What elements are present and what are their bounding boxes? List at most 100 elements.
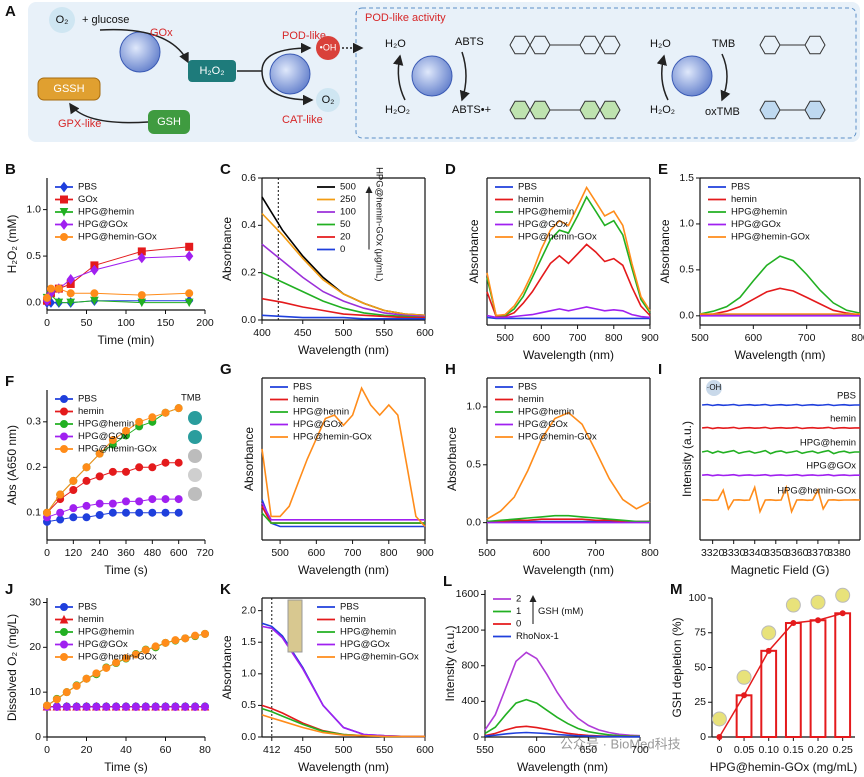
marker: [69, 513, 78, 522]
x-tick-label: 500: [478, 547, 496, 559]
marker: [201, 629, 209, 638]
marker: [60, 233, 68, 241]
legend-label: 20: [340, 232, 351, 243]
marker: [191, 702, 200, 711]
x-tick-label: 0: [44, 317, 50, 329]
y-tick-label: 1.0: [26, 203, 41, 215]
x-tick-label: 150: [157, 317, 175, 329]
series-line: [261, 271, 426, 319]
o2-text: O₂: [322, 94, 335, 106]
legend-label: HPG@hemin: [293, 407, 349, 418]
glucose-text: + glucose: [82, 14, 129, 26]
trend-line: [718, 612, 843, 738]
marker: [151, 702, 160, 711]
watermark: 公众号 · BioMed科技: [560, 736, 681, 751]
y-tick-label: 0.5: [679, 264, 694, 276]
legend-label: RhoNox-1: [516, 631, 559, 642]
marker: [60, 432, 68, 441]
y-tick-label: 0.0: [241, 314, 256, 326]
legend-label: 50: [340, 219, 351, 230]
bar: [735, 694, 753, 738]
legend-label: HPG@hemin: [518, 207, 574, 218]
marker: [174, 508, 183, 517]
legend-label: PBS: [340, 602, 359, 613]
panel-label: D: [445, 161, 456, 178]
h2o2-text: H₂O₂: [199, 65, 224, 77]
marker: [60, 628, 68, 636]
marker: [161, 702, 170, 711]
x-tick-label: 3340: [743, 547, 767, 559]
y-axis-label: Absorbance: [220, 217, 234, 281]
marker: [102, 663, 111, 672]
x-axis-label: Wavelength (nm): [735, 348, 826, 362]
x-axis-label: Wavelength (nm): [523, 563, 614, 577]
series-line: [699, 287, 861, 316]
x-tick-label: 0: [44, 547, 50, 559]
abts-text: ABTS: [455, 36, 484, 48]
y-tick-label: 800: [461, 660, 479, 672]
arrow: [720, 53, 731, 102]
marker: [122, 702, 130, 711]
marker: [69, 504, 78, 513]
marker: [60, 420, 68, 428]
series-line: [261, 512, 425, 524]
activity-box: [355, 7, 857, 139]
legend-label: HPG@GOx: [293, 419, 343, 430]
marker: [131, 702, 140, 711]
point: [716, 734, 723, 740]
marker: [54, 298, 64, 308]
marker: [60, 407, 68, 416]
legend-label: 100: [340, 207, 356, 218]
marker: [112, 702, 121, 711]
legend-label: hemin: [518, 394, 544, 405]
h2o2-text: H₂O₂: [650, 104, 675, 116]
legend-label: 0: [516, 619, 521, 630]
arrow: [656, 54, 669, 101]
x-tick-label: 720: [196, 547, 214, 559]
y-axis-label: Absorbance: [467, 219, 481, 283]
y-tick-label: 0.4: [241, 219, 256, 231]
x-tick-label: 120: [65, 547, 83, 559]
y-tick-label: 400: [461, 695, 479, 707]
x-tick-label: 500: [496, 332, 514, 344]
structures: [509, 35, 826, 120]
marker: [135, 417, 144, 426]
marker: [60, 395, 68, 403]
vial-photo: [188, 430, 202, 444]
panel-label: M: [670, 581, 683, 598]
marker: [108, 499, 117, 508]
y-tick-label: 0.0: [679, 310, 694, 322]
marker: [66, 298, 76, 308]
x-tick-label: 500: [691, 332, 709, 344]
legend-label: HPG@GOx: [78, 431, 128, 442]
marker: [184, 298, 194, 308]
marker: [108, 436, 117, 444]
x-axis-label: Wavelength (nm): [298, 343, 389, 357]
x-tick-label: 3370: [806, 547, 830, 559]
marker: [82, 463, 91, 472]
marker: [60, 195, 68, 204]
legend-label: HPG@GOx: [518, 419, 568, 430]
gpx-like-text: GPX-like: [58, 118, 101, 130]
well-photo: [736, 669, 752, 685]
y-tick-label: 0.2: [241, 266, 256, 278]
marker: [122, 508, 130, 517]
legend-label: hemin: [78, 614, 104, 625]
x-tick-label: 600: [533, 547, 551, 559]
vial-photo: [188, 411, 202, 425]
marker: [122, 654, 130, 663]
legend-label: HPG@GOx: [731, 219, 781, 230]
x-tick-label: 500: [335, 327, 353, 339]
x-axis-label: Wavelength (nm): [298, 760, 389, 774]
panel-label: H: [445, 361, 456, 378]
y-tick-label: 0.0: [26, 296, 41, 308]
marker: [185, 289, 194, 298]
marker: [151, 642, 160, 651]
ring: [599, 35, 621, 55]
y-tick-label: 0.3: [26, 416, 41, 428]
x-tick-label: 360: [117, 547, 135, 559]
x-tick-label: 3330: [722, 547, 746, 559]
point: [765, 647, 772, 654]
x-tick-label: 200: [196, 317, 214, 329]
marker: [135, 463, 144, 472]
